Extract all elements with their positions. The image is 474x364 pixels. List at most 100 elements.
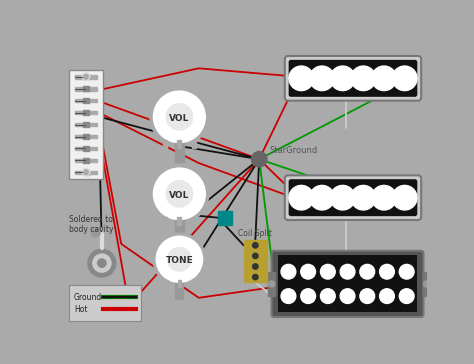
Bar (83, 86, 89, 91)
Bar (83, 158, 89, 163)
Circle shape (82, 169, 90, 176)
Circle shape (253, 253, 258, 258)
FancyBboxPatch shape (285, 56, 421, 101)
Bar (175, 141, 184, 162)
Bar (75, 170, 97, 174)
Circle shape (320, 264, 335, 279)
Circle shape (82, 73, 90, 81)
Circle shape (351, 66, 376, 91)
Circle shape (167, 248, 191, 271)
Circle shape (310, 66, 334, 91)
Bar (177, 140, 182, 148)
Circle shape (392, 185, 417, 210)
Circle shape (340, 264, 355, 279)
Circle shape (251, 151, 267, 167)
Text: Coil Split: Coil Split (238, 229, 273, 238)
Text: StarGround: StarGround (269, 146, 318, 155)
Circle shape (320, 289, 335, 304)
Circle shape (360, 264, 374, 279)
Circle shape (93, 254, 111, 272)
FancyBboxPatch shape (278, 256, 417, 312)
Circle shape (289, 66, 314, 91)
Circle shape (253, 243, 258, 248)
Bar (83, 146, 89, 151)
FancyBboxPatch shape (289, 60, 417, 97)
Circle shape (351, 185, 376, 210)
Bar (83, 122, 89, 127)
Circle shape (289, 185, 314, 210)
Circle shape (88, 249, 116, 277)
Text: VOL: VOL (169, 114, 190, 123)
Bar (163, 217, 167, 225)
FancyBboxPatch shape (69, 70, 103, 179)
Bar (178, 280, 181, 287)
Bar (83, 74, 89, 79)
Bar (83, 134, 89, 139)
Bar (83, 110, 89, 115)
Bar (163, 140, 167, 148)
Bar (75, 87, 97, 91)
Circle shape (153, 233, 206, 285)
Circle shape (301, 289, 316, 304)
Circle shape (253, 274, 258, 280)
Circle shape (310, 185, 334, 210)
Text: Hot: Hot (74, 305, 88, 314)
Bar (75, 147, 97, 150)
Circle shape (380, 289, 394, 304)
Bar (218, 211, 232, 225)
Bar (175, 281, 183, 299)
Circle shape (91, 228, 100, 237)
Circle shape (360, 289, 374, 304)
Circle shape (423, 281, 430, 287)
Circle shape (156, 236, 202, 282)
Text: Soldered to
body cavity: Soldered to body cavity (69, 215, 113, 234)
Circle shape (301, 264, 316, 279)
Bar (192, 140, 196, 148)
Circle shape (150, 88, 209, 146)
Circle shape (330, 185, 355, 210)
Bar (175, 218, 184, 238)
Bar (423, 272, 430, 296)
Circle shape (372, 66, 396, 91)
Circle shape (268, 281, 275, 287)
Bar (177, 217, 182, 225)
Bar (191, 280, 194, 287)
FancyBboxPatch shape (272, 251, 423, 317)
Circle shape (399, 264, 414, 279)
FancyBboxPatch shape (285, 175, 421, 220)
Bar (75, 111, 97, 114)
Bar (244, 240, 267, 282)
FancyBboxPatch shape (69, 285, 141, 321)
Text: TONE: TONE (165, 256, 193, 265)
Circle shape (98, 259, 106, 267)
Circle shape (392, 66, 417, 91)
Circle shape (150, 165, 209, 223)
Circle shape (166, 181, 192, 207)
Circle shape (84, 75, 88, 79)
Bar (75, 75, 97, 79)
Circle shape (166, 104, 192, 130)
Bar (192, 217, 196, 225)
Circle shape (281, 289, 296, 304)
Bar (75, 99, 97, 103)
Circle shape (330, 66, 355, 91)
Circle shape (154, 168, 205, 219)
FancyBboxPatch shape (289, 179, 417, 216)
Bar (75, 159, 97, 162)
Text: VOL: VOL (169, 191, 190, 200)
Bar (75, 123, 97, 126)
Circle shape (372, 185, 396, 210)
Bar (75, 135, 97, 138)
Bar (164, 280, 168, 287)
Circle shape (340, 289, 355, 304)
Circle shape (380, 264, 394, 279)
Bar (268, 272, 275, 296)
Circle shape (84, 170, 88, 175)
Circle shape (154, 91, 205, 143)
Circle shape (399, 289, 414, 304)
Bar (83, 170, 89, 175)
Circle shape (253, 264, 258, 269)
Bar (83, 98, 89, 103)
Circle shape (281, 264, 296, 279)
Text: Ground: Ground (74, 293, 102, 301)
